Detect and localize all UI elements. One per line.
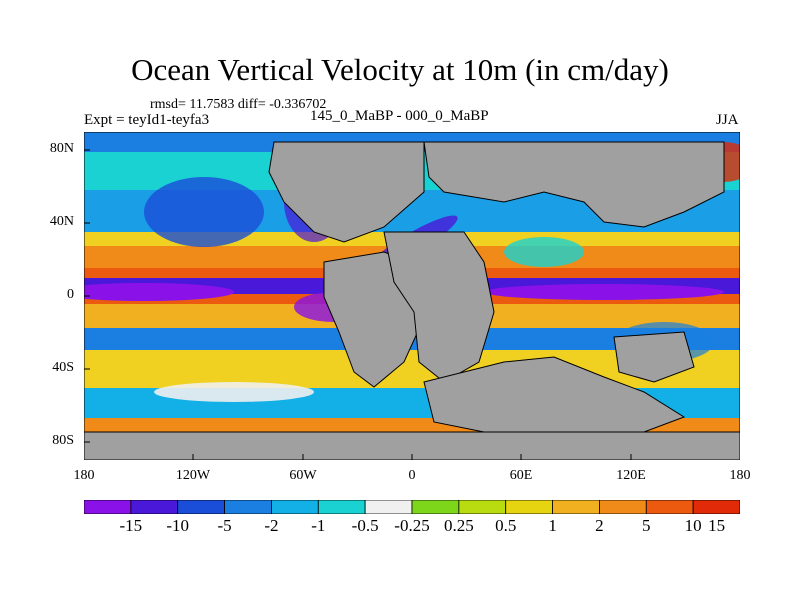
colorbar-label: -2 — [264, 516, 279, 535]
colorbar-swatch — [177, 500, 225, 514]
lat-label: 40N — [49, 214, 74, 229]
experiment-label: Expt = teyId1-teyfa3 — [84, 112, 210, 128]
colorbar-swatch — [692, 500, 740, 514]
anomaly-weak-band — [154, 382, 314, 402]
lat-label: 80S — [52, 433, 74, 448]
anomaly-equatorial-indopacific — [484, 284, 724, 300]
anomaly-equatorial-pacific — [84, 283, 234, 301]
colorbar-label: 1 — [548, 516, 557, 535]
colorbar-swatch — [364, 500, 413, 514]
lon-label: 180 — [73, 468, 95, 483]
tick-marks — [84, 149, 632, 460]
colorbar-label: -15 — [119, 516, 143, 535]
colorbar-label: 5 — [642, 516, 651, 535]
anomaly-tethys-east — [504, 237, 584, 267]
land-antarctica-india — [423, 356, 686, 438]
anomaly-north-pacific — [144, 177, 264, 247]
colorbar-label: 15 — [708, 516, 726, 535]
land-north-america — [268, 141, 425, 243]
colorbar-swatch — [84, 500, 132, 514]
colorbar — [84, 500, 740, 514]
colorbar-label: -0.25 — [394, 516, 430, 535]
comparison-label: 145_0_MaBP - 000_0_MaBP — [310, 108, 489, 124]
colorbar-swatch — [411, 500, 460, 514]
colorbar-swatch — [224, 500, 272, 514]
colorbar-swatch — [458, 500, 507, 514]
colorbar-label: -5 — [217, 516, 232, 535]
lon-label: 120W — [175, 468, 211, 483]
colorbar-label: 10 — [684, 516, 702, 535]
colorbar-swatch — [599, 500, 647, 514]
lon-label: 180 — [729, 468, 751, 483]
lon-label: 60E — [509, 468, 533, 483]
land-africa — [383, 231, 495, 383]
lat-label: 40S — [52, 360, 74, 375]
land-masses — [84, 141, 740, 460]
colorbar-swatch — [317, 500, 366, 514]
colorbar-label: 0.5 — [495, 516, 517, 535]
colorbar-swatch — [505, 500, 553, 514]
land-antarctica — [84, 431, 740, 460]
lon-label: 60W — [289, 468, 317, 483]
lat-label: 80N — [49, 141, 74, 156]
colorbar-label: 2 — [595, 516, 604, 535]
colorbar-swatch — [552, 500, 600, 514]
lon-label: 120E — [616, 468, 646, 483]
chart-title: Ocean Vertical Velocity at 10m (in cm/da… — [131, 52, 669, 87]
stats-line: rmsd= 11.7583 diff= -0.336702 — [150, 97, 327, 112]
lat-label: 0 — [67, 287, 74, 302]
colorbar-label: -0.5 — [351, 516, 379, 535]
colorbar-label: -1 — [311, 516, 326, 535]
colorbar-swatch — [130, 500, 179, 514]
land-australia — [613, 331, 695, 383]
lon-label: 0 — [408, 468, 416, 483]
season-label: JJA — [716, 112, 739, 128]
land-eurasia — [423, 141, 725, 228]
colorbar-swatch — [645, 500, 694, 514]
colorbar-swatch — [271, 500, 319, 514]
velocity-map — [84, 132, 740, 460]
colorbar-label: 0.25 — [443, 516, 474, 535]
colorbar-label: -10 — [166, 516, 190, 535]
